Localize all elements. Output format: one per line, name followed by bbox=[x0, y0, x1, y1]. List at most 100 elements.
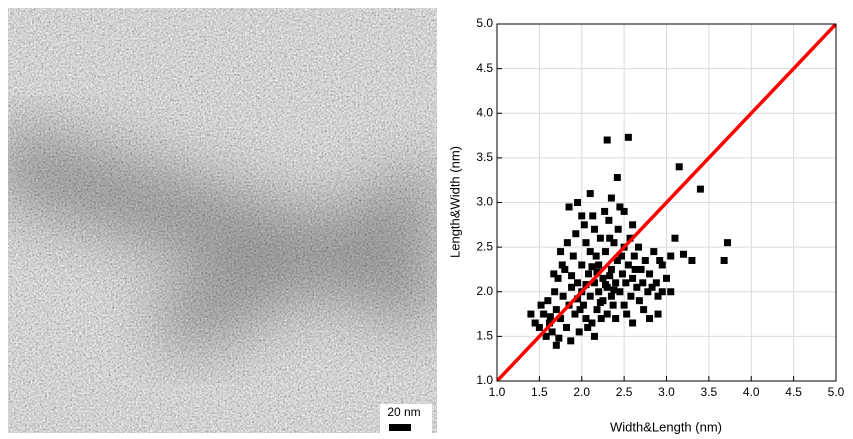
point bbox=[620, 207, 628, 215]
point bbox=[595, 288, 603, 296]
x-tick-label: 3.0 bbox=[658, 385, 675, 399]
point bbox=[650, 248, 658, 256]
point bbox=[688, 257, 696, 265]
point bbox=[644, 288, 652, 296]
point bbox=[646, 315, 654, 323]
point bbox=[584, 323, 592, 331]
point bbox=[586, 248, 594, 256]
point bbox=[579, 301, 587, 309]
point bbox=[546, 313, 554, 321]
tem-image: 20 nm bbox=[8, 8, 437, 433]
point bbox=[569, 252, 577, 260]
x-tick-label: 2.0 bbox=[573, 385, 590, 399]
x-tick-label: 5.0 bbox=[828, 385, 845, 399]
point bbox=[557, 315, 565, 323]
point bbox=[613, 174, 621, 182]
point bbox=[603, 310, 611, 318]
point bbox=[574, 279, 582, 287]
point bbox=[603, 136, 611, 144]
point bbox=[679, 250, 687, 258]
point bbox=[633, 283, 641, 291]
point bbox=[640, 306, 648, 314]
point bbox=[578, 212, 586, 220]
point bbox=[568, 272, 576, 280]
point bbox=[589, 212, 597, 220]
point bbox=[555, 334, 563, 342]
point bbox=[562, 323, 570, 331]
point bbox=[675, 163, 683, 171]
point bbox=[607, 292, 615, 300]
point bbox=[597, 315, 605, 323]
point bbox=[641, 257, 649, 265]
x-tick-label: 4.0 bbox=[743, 385, 760, 399]
point bbox=[582, 315, 590, 323]
point bbox=[622, 279, 630, 287]
point bbox=[595, 261, 603, 269]
point bbox=[576, 306, 584, 314]
point bbox=[635, 297, 643, 305]
point bbox=[531, 319, 539, 327]
point bbox=[612, 315, 620, 323]
point bbox=[720, 257, 728, 265]
x-tick-label: 2.5 bbox=[616, 385, 633, 399]
point bbox=[535, 323, 543, 331]
point bbox=[552, 306, 560, 314]
point bbox=[540, 310, 548, 318]
point bbox=[613, 257, 621, 265]
point bbox=[571, 310, 579, 318]
point bbox=[612, 279, 620, 287]
y-tick-label: 2.5 bbox=[476, 239, 493, 253]
point bbox=[629, 221, 637, 229]
point bbox=[616, 288, 624, 296]
point bbox=[568, 283, 576, 291]
point bbox=[542, 332, 550, 340]
point bbox=[724, 239, 732, 247]
point bbox=[601, 281, 609, 289]
point bbox=[590, 225, 598, 233]
y-tick-label: 5.0 bbox=[476, 16, 493, 30]
point bbox=[671, 234, 679, 242]
point bbox=[557, 248, 565, 256]
point bbox=[618, 270, 626, 278]
point bbox=[630, 252, 638, 260]
point bbox=[546, 319, 554, 327]
point bbox=[610, 286, 618, 294]
point bbox=[592, 252, 600, 260]
point bbox=[558, 261, 566, 269]
point bbox=[585, 270, 593, 278]
point bbox=[629, 319, 637, 327]
point bbox=[561, 265, 569, 273]
point bbox=[667, 288, 675, 296]
point bbox=[620, 301, 628, 309]
point bbox=[593, 268, 601, 276]
x-tick-label: 1.5 bbox=[531, 385, 548, 399]
plot-frame bbox=[496, 23, 837, 382]
point bbox=[631, 265, 639, 273]
point bbox=[601, 248, 609, 256]
point bbox=[606, 234, 614, 242]
point bbox=[658, 288, 666, 296]
point bbox=[609, 301, 617, 309]
point bbox=[663, 274, 670, 282]
point bbox=[652, 279, 660, 287]
point bbox=[601, 207, 609, 215]
y-tick-label: 3.0 bbox=[476, 195, 493, 209]
point bbox=[544, 297, 552, 305]
y-tick-label: 1.0 bbox=[476, 373, 493, 387]
point bbox=[626, 234, 634, 242]
point bbox=[618, 252, 626, 260]
point bbox=[637, 265, 645, 273]
point bbox=[667, 252, 675, 260]
point bbox=[624, 261, 632, 269]
y-tick-label: 1.5 bbox=[476, 329, 493, 343]
x-tick-label: 3.5 bbox=[701, 385, 718, 399]
point bbox=[605, 216, 613, 224]
point bbox=[696, 185, 704, 193]
point bbox=[552, 341, 560, 349]
reference-line bbox=[497, 24, 836, 381]
point bbox=[588, 263, 596, 271]
point bbox=[588, 319, 596, 327]
point bbox=[565, 203, 573, 211]
point bbox=[607, 194, 615, 202]
